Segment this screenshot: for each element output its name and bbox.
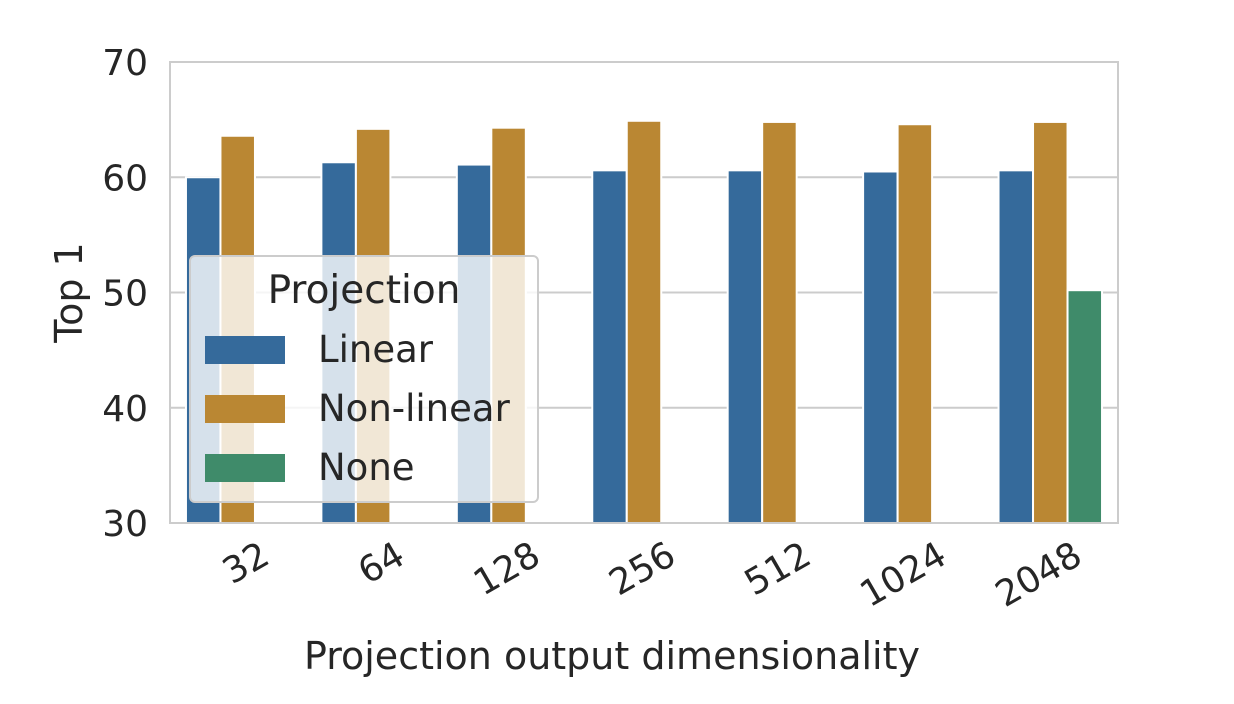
plot-frame bbox=[169, 61, 1119, 524]
legend-label: Non-linear bbox=[318, 387, 511, 430]
x-tick-label: 256 bbox=[602, 534, 682, 604]
y-tick-label: 30 bbox=[102, 504, 148, 545]
bar-linear-512 bbox=[726, 169, 764, 525]
bar-none-2048 bbox=[1066, 289, 1104, 524]
legend-items: Linear Non-linear None bbox=[205, 328, 511, 489]
y-tick-label: 50 bbox=[102, 274, 148, 315]
bar-non-linear-1024 bbox=[896, 123, 934, 525]
bar-linear-256 bbox=[591, 169, 628, 525]
legend-swatch-linear bbox=[205, 336, 285, 364]
legend-swatch-non-linear bbox=[205, 395, 285, 423]
y-tick-label: 40 bbox=[102, 389, 148, 430]
y-tick-label: 70 bbox=[102, 43, 148, 84]
x-tick-label: 1024 bbox=[854, 534, 954, 615]
x-axis-title: Projection output dimensionality bbox=[304, 634, 920, 678]
legend-swatch-none bbox=[205, 454, 285, 482]
bar-linear-2048 bbox=[997, 169, 1035, 525]
x-tick-label: 64 bbox=[351, 534, 411, 592]
x-tick-labels: 32 64 128 256 512 1024 2048 bbox=[216, 534, 1089, 615]
bar-non-linear-256 bbox=[625, 119, 663, 524]
bar-non-linear-512 bbox=[761, 120, 798, 525]
x-tick-label: 512 bbox=[738, 534, 818, 604]
x-tick-label: 32 bbox=[216, 534, 276, 592]
legend-label: Linear bbox=[318, 328, 434, 371]
bar-non-linear-2048 bbox=[1032, 120, 1069, 525]
legend-box bbox=[189, 255, 539, 503]
y-tick-label: 60 bbox=[102, 158, 148, 199]
y-tick-labels: 30 40 50 60 70 bbox=[102, 43, 148, 545]
legend: Projection Linear Non-linear None bbox=[189, 255, 539, 503]
y-axis-title: Top 1 bbox=[47, 242, 91, 343]
legend-label: None bbox=[318, 446, 415, 489]
legend-title: Projection bbox=[268, 268, 461, 313]
x-tick-label: 2048 bbox=[989, 534, 1089, 615]
x-tick-label: 128 bbox=[467, 534, 547, 604]
bar-linear-1024 bbox=[862, 170, 899, 525]
